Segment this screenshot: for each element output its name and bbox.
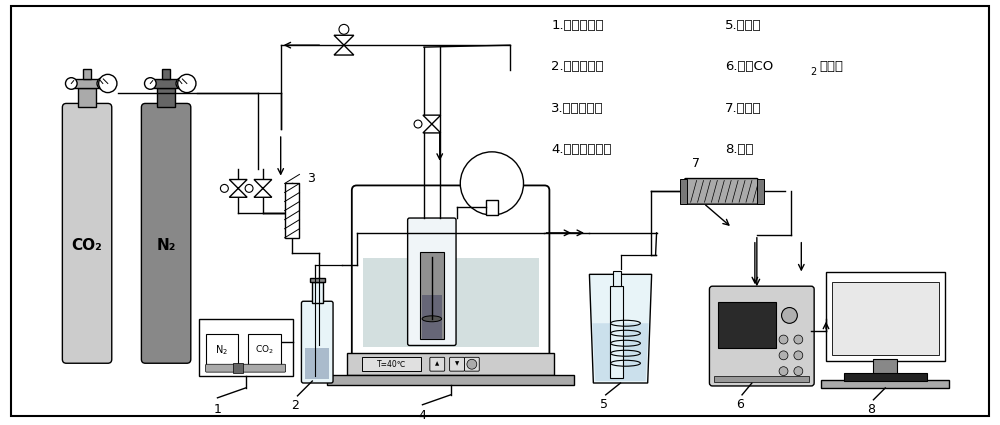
FancyBboxPatch shape bbox=[464, 357, 479, 371]
Circle shape bbox=[782, 308, 797, 323]
Circle shape bbox=[467, 359, 477, 369]
Text: CO₂: CO₂ bbox=[72, 238, 102, 253]
Polygon shape bbox=[229, 179, 247, 197]
Text: 5.冷凝器: 5.冷凝器 bbox=[725, 19, 762, 32]
Text: 6: 6 bbox=[736, 398, 744, 411]
Text: 6.红外CO: 6.红外CO bbox=[725, 60, 773, 74]
Bar bbox=[757, 178, 764, 204]
FancyBboxPatch shape bbox=[685, 178, 758, 204]
Text: 2: 2 bbox=[292, 399, 299, 412]
Bar bbox=[613, 271, 621, 286]
FancyBboxPatch shape bbox=[450, 357, 464, 371]
Text: N$_2$: N$_2$ bbox=[215, 343, 228, 357]
Text: 7: 7 bbox=[692, 157, 700, 170]
FancyBboxPatch shape bbox=[709, 286, 814, 386]
Circle shape bbox=[97, 78, 109, 89]
Bar bbox=[312, 283, 323, 303]
Text: N₂: N₂ bbox=[156, 238, 176, 253]
Bar bbox=[151, 79, 182, 88]
Bar bbox=[199, 319, 293, 376]
Bar bbox=[832, 282, 939, 355]
FancyBboxPatch shape bbox=[141, 103, 191, 363]
Bar bbox=[157, 88, 175, 108]
Text: 8: 8 bbox=[867, 403, 875, 416]
Circle shape bbox=[779, 367, 788, 376]
Circle shape bbox=[779, 335, 788, 344]
Circle shape bbox=[65, 78, 77, 89]
Bar bbox=[347, 353, 554, 375]
Text: 7.干燥管: 7.干燥管 bbox=[725, 102, 762, 115]
Text: CO$_2$: CO$_2$ bbox=[255, 344, 274, 356]
Text: 3: 3 bbox=[307, 172, 315, 185]
Circle shape bbox=[794, 351, 803, 360]
Bar bbox=[873, 359, 897, 375]
Bar bbox=[310, 278, 325, 283]
Text: T=40℃: T=40℃ bbox=[377, 360, 406, 369]
Bar bbox=[248, 334, 281, 366]
FancyBboxPatch shape bbox=[408, 218, 456, 346]
Bar bbox=[206, 334, 238, 366]
Polygon shape bbox=[254, 179, 272, 197]
FancyBboxPatch shape bbox=[301, 301, 333, 383]
FancyBboxPatch shape bbox=[206, 364, 286, 372]
Circle shape bbox=[220, 184, 228, 193]
Text: 2: 2 bbox=[810, 67, 816, 77]
Bar bbox=[327, 375, 574, 385]
Bar bbox=[826, 272, 945, 361]
Circle shape bbox=[794, 335, 803, 344]
Text: ▲: ▲ bbox=[435, 362, 439, 367]
Circle shape bbox=[414, 120, 422, 128]
Bar bbox=[363, 258, 539, 348]
Text: 分析仪: 分析仪 bbox=[819, 60, 843, 74]
Bar bbox=[486, 200, 498, 215]
Polygon shape bbox=[334, 35, 354, 55]
Bar bbox=[162, 69, 170, 79]
Text: 8.电脑: 8.电脑 bbox=[725, 143, 754, 156]
Text: 1: 1 bbox=[214, 403, 221, 416]
Bar bbox=[718, 301, 776, 348]
Text: 2.水饱和装置: 2.水饱和装置 bbox=[551, 60, 604, 74]
Circle shape bbox=[779, 351, 788, 360]
Ellipse shape bbox=[422, 316, 442, 322]
Bar bbox=[422, 295, 442, 339]
Polygon shape bbox=[592, 323, 649, 381]
Bar bbox=[610, 286, 623, 378]
Bar bbox=[305, 348, 329, 379]
Bar bbox=[714, 376, 809, 382]
Text: 3.气体混合器: 3.气体混合器 bbox=[551, 102, 604, 115]
Bar bbox=[233, 363, 243, 373]
Circle shape bbox=[99, 74, 117, 93]
FancyBboxPatch shape bbox=[352, 185, 549, 358]
Polygon shape bbox=[423, 115, 441, 133]
Circle shape bbox=[460, 152, 524, 215]
Circle shape bbox=[339, 24, 349, 34]
Bar bbox=[362, 357, 421, 371]
FancyBboxPatch shape bbox=[62, 103, 112, 363]
Text: ▼: ▼ bbox=[455, 362, 459, 367]
Circle shape bbox=[176, 78, 188, 89]
Bar bbox=[72, 79, 103, 88]
Circle shape bbox=[145, 78, 156, 89]
Bar bbox=[821, 380, 949, 388]
FancyBboxPatch shape bbox=[430, 357, 445, 371]
Bar bbox=[78, 88, 96, 108]
Bar bbox=[285, 184, 299, 238]
Text: 4: 4 bbox=[419, 409, 426, 422]
Bar bbox=[420, 252, 444, 339]
Text: 5: 5 bbox=[600, 398, 608, 411]
Circle shape bbox=[794, 367, 803, 376]
Circle shape bbox=[245, 184, 253, 193]
Polygon shape bbox=[589, 275, 652, 383]
Bar bbox=[844, 373, 927, 381]
Text: 4.恒温水浴装置: 4.恒温水浴装置 bbox=[551, 143, 612, 156]
Text: 1.流量控制器: 1.流量控制器 bbox=[551, 19, 604, 32]
Bar bbox=[83, 69, 91, 79]
Circle shape bbox=[178, 74, 196, 93]
Bar bbox=[680, 178, 687, 204]
